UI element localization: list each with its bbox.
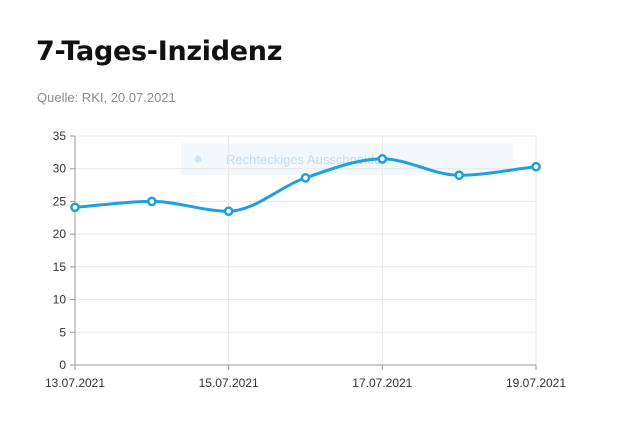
data-point-18.07.2021[interactable]: [454, 170, 465, 181]
data-point-15.07.2021[interactable]: [223, 206, 234, 217]
x-tick-label: 13.07.2021: [45, 376, 105, 390]
y-tick-label: 30: [53, 162, 67, 176]
y-tick-label: 10: [53, 293, 67, 307]
y-tick-label: 20: [53, 227, 67, 241]
source-note: Quelle: RKI, 20.07.2021: [37, 90, 176, 105]
y-tick-label: 25: [53, 194, 67, 208]
x-tick-label: 15.07.2021: [199, 376, 259, 390]
data-point-19.07.2021[interactable]: [531, 161, 541, 172]
snipping-hint-overlay: [181, 143, 513, 175]
data-point-16.07.2021[interactable]: [300, 173, 311, 183]
x-tick-label: 17.07.2021: [352, 376, 412, 390]
axis-layer: 0 5 10 15 20 25 30 35 13.07.2021 15.07.2021 17.07.…: [45, 129, 566, 390]
data-point-14.07.2021[interactable]: [146, 196, 157, 207]
page-title: 7-Tages-Inzidenz: [36, 36, 283, 67]
y-tick-label: 5: [59, 325, 66, 339]
y-tick-label: 15: [53, 260, 67, 274]
y-tick-label: 35: [53, 129, 67, 143]
series-layer: [70, 154, 541, 217]
x-tick-label: 19.07.2021: [506, 376, 566, 390]
snipping-hint-dot-icon: [194, 155, 202, 163]
data-point-17.07.2021[interactable]: [377, 154, 388, 164]
data-point-13.07.2021[interactable]: [70, 202, 80, 213]
y-tick-label: 0: [59, 358, 66, 372]
